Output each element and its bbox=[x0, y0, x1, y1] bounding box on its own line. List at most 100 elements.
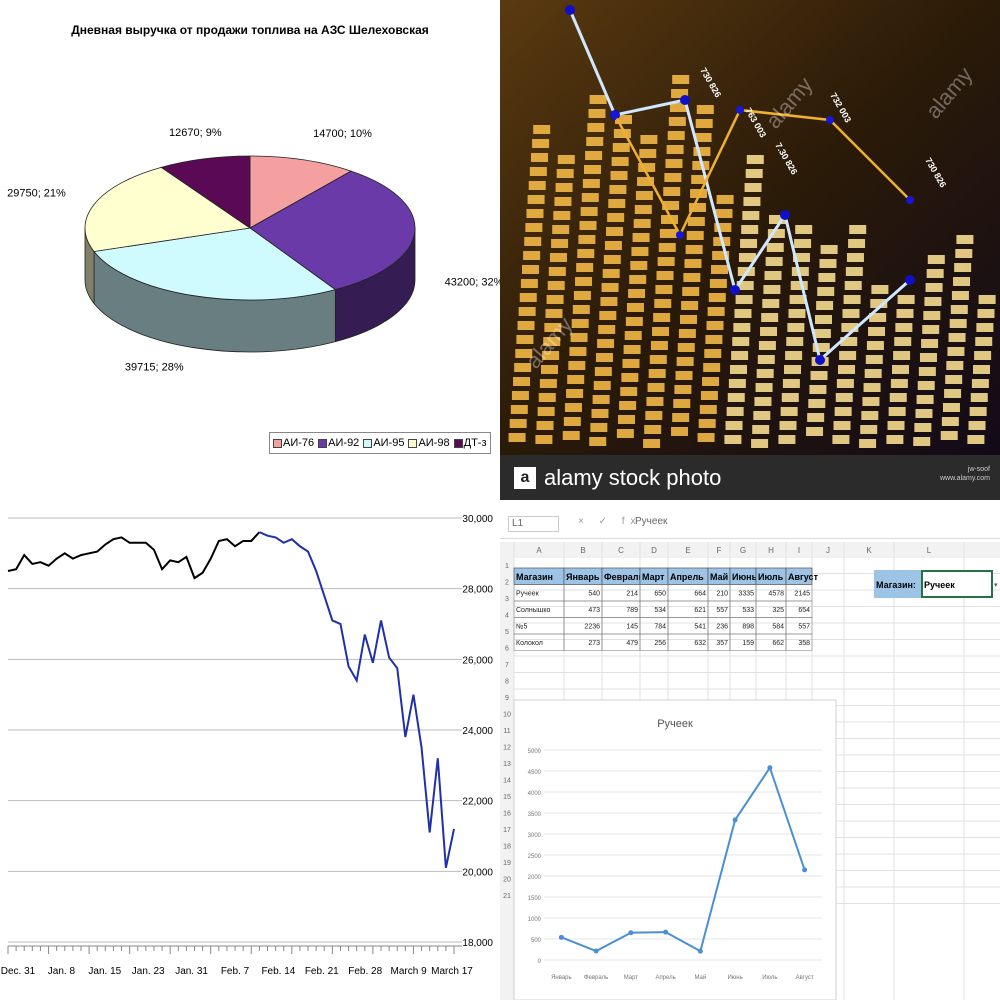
photo-bar-cell bbox=[746, 155, 764, 164]
stock-photo: 730 826 763 003 7.30 826 732 003 730 826 ala… bbox=[500, 0, 1000, 500]
photo-bar-cell bbox=[813, 329, 831, 338]
header-cell-text: Июнь bbox=[732, 572, 758, 582]
photo-bar-cell bbox=[809, 385, 827, 394]
store-filter-dropdown[interactable] bbox=[921, 570, 993, 598]
embedded-chart-y-tick: 5000 bbox=[528, 749, 542, 755]
legend-item: АИ-98 bbox=[408, 437, 450, 449]
photo-bar-cell bbox=[763, 285, 781, 294]
photo-bar-cell bbox=[661, 215, 678, 224]
embedded-chart-point bbox=[767, 765, 773, 771]
photo-bar-cell bbox=[645, 411, 663, 420]
photo-bar-cell bbox=[795, 225, 813, 234]
photo-bar-cell bbox=[668, 117, 686, 126]
legend-label: АИ-92 bbox=[328, 437, 360, 449]
table-cell-text: 2236 bbox=[584, 624, 600, 631]
photo-bar-cell bbox=[950, 305, 968, 314]
photo-bar-cell bbox=[871, 285, 889, 294]
photo-bar-cell bbox=[610, 171, 628, 180]
legend-item: ДТ-з bbox=[453, 437, 487, 449]
photo-bar-cell bbox=[607, 213, 625, 222]
photo-bar-cell bbox=[709, 279, 727, 288]
photo-bar-cell bbox=[653, 313, 671, 322]
photo-bars bbox=[508, 75, 996, 448]
photo-bar-cell bbox=[680, 315, 697, 324]
embedded-chart-y-tick: 500 bbox=[531, 938, 542, 944]
photo-bar-cell bbox=[945, 375, 963, 384]
photo-bar-cell bbox=[523, 251, 541, 260]
photo-bar-cell bbox=[673, 399, 691, 408]
photo-bar-cell bbox=[976, 323, 994, 332]
photo-line-marker bbox=[906, 196, 914, 204]
photo-bar-cell bbox=[647, 383, 665, 392]
formula-icons[interactable]: × ✓ fx bbox=[578, 516, 642, 527]
name-box[interactable]: L1 bbox=[508, 516, 559, 532]
table-cell-text: 473 bbox=[588, 607, 600, 614]
pie-top-group bbox=[84, 155, 416, 301]
photo-bar-cell bbox=[894, 337, 912, 346]
formula-input[interactable]: Ручеек bbox=[635, 516, 668, 527]
pie-chart-panel: Дневная выручка от продажи топлива на АЗ… bbox=[0, 0, 500, 500]
photo-bar-cell bbox=[594, 367, 612, 376]
photo-bar-cell bbox=[781, 393, 799, 402]
row-number: 10 bbox=[503, 712, 511, 719]
photo-bar-cell bbox=[518, 307, 536, 316]
photo-bar-cell bbox=[639, 149, 657, 158]
photo-bar-cell bbox=[543, 337, 561, 346]
photo-bar-cell bbox=[603, 255, 621, 264]
photo-bar-cell bbox=[892, 365, 909, 374]
table-cell-text: 325 bbox=[772, 607, 784, 614]
photo-bar-cell bbox=[575, 277, 593, 286]
photo-bar-cell bbox=[860, 425, 878, 434]
photo-bar-cell bbox=[840, 337, 858, 346]
photo-bar-cell bbox=[760, 327, 778, 336]
photo-bar-cell bbox=[864, 369, 882, 378]
photo-bar-cell bbox=[792, 253, 810, 262]
photo-bar-cell bbox=[703, 363, 721, 372]
photo-line-marker bbox=[905, 275, 915, 285]
table-cell-text: 557 bbox=[716, 607, 728, 614]
photo-bar-cell bbox=[870, 299, 888, 308]
photo-bar-cell bbox=[778, 435, 796, 444]
pie-data-label: 39715; 28% bbox=[125, 361, 184, 373]
table-cell-text: 236 bbox=[716, 624, 728, 631]
photo-bar-cell bbox=[657, 257, 675, 266]
photo-bar-cell bbox=[553, 211, 571, 220]
photo-bar-cell bbox=[662, 201, 680, 210]
photo-bar-cell bbox=[861, 411, 879, 420]
photo-bar-cell bbox=[955, 249, 973, 258]
line-y-tick-label: 26,000 bbox=[462, 655, 493, 666]
photo-bar-cell bbox=[973, 365, 990, 374]
photo-bar-cell bbox=[635, 191, 653, 200]
pie-chart: Дневная выручка от продажи топлива на АЗ… bbox=[7, 23, 500, 373]
line-x-tick-label: Feb. 14 bbox=[261, 966, 295, 977]
photo-bar-cell bbox=[926, 269, 944, 278]
photo-bar-cell bbox=[604, 241, 622, 250]
photo-bar-cell bbox=[532, 139, 550, 148]
photo-bar-cell bbox=[681, 301, 699, 310]
photo-bar-cell bbox=[752, 425, 770, 434]
photo-bar-cell bbox=[674, 385, 692, 394]
table-cell-text: 534 bbox=[654, 607, 666, 614]
table-cell-text: 541 bbox=[694, 624, 706, 631]
photo-bar-cell bbox=[547, 281, 565, 290]
embedded-chart-title: Ручеек bbox=[657, 718, 693, 730]
column-letter: F bbox=[717, 546, 722, 555]
photo-bar-cell bbox=[927, 255, 945, 264]
photo-url: www.alamy.com bbox=[939, 475, 990, 482]
photo-line-marker bbox=[815, 355, 825, 365]
photo-bar-cell bbox=[693, 147, 711, 156]
photo-bar-cell bbox=[711, 265, 728, 274]
column-letter: D bbox=[651, 546, 657, 555]
row-number: 4 bbox=[505, 613, 509, 620]
photo-bar-cell bbox=[845, 267, 863, 276]
photo-bar-cell bbox=[672, 75, 690, 84]
row-number: 19 bbox=[503, 860, 511, 867]
photo-bar-cell bbox=[633, 219, 651, 228]
photo-bar-cell bbox=[655, 285, 673, 294]
table-cell-text: 2145 bbox=[794, 591, 810, 598]
column-letter: C bbox=[618, 546, 624, 555]
embedded-chart-x-tick: Январь bbox=[551, 975, 572, 981]
photo-bar-cell bbox=[918, 367, 936, 376]
embedded-chart-y-tick: 2000 bbox=[528, 875, 542, 881]
photo-bar-cell bbox=[940, 431, 958, 440]
